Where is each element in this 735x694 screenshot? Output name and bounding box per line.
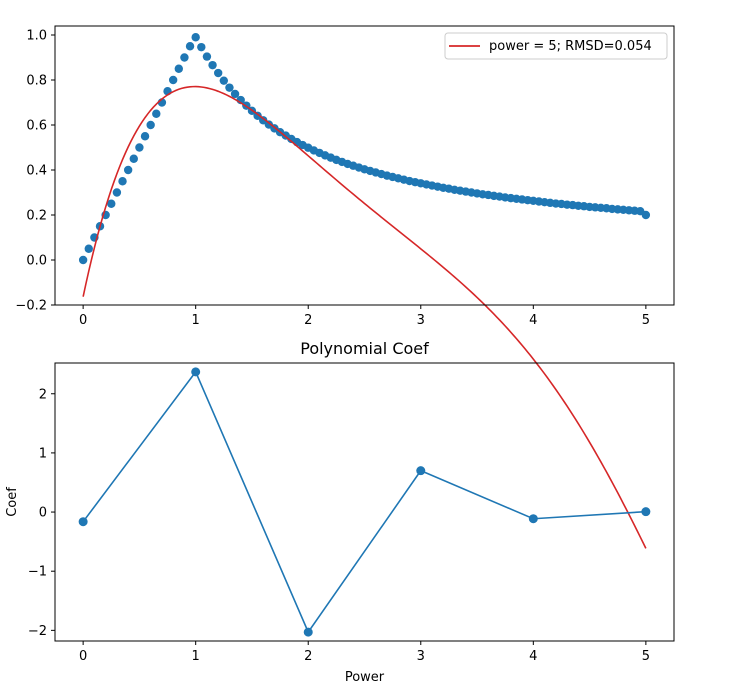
scatter-point: [152, 109, 161, 118]
chart0-ytick-label: 1.0: [26, 29, 47, 44]
chart0-ytick-label: 0.0: [26, 254, 47, 269]
scatter-point: [213, 68, 223, 78]
chart1-ytick-label: −1: [28, 565, 47, 580]
scatter-point: [174, 64, 183, 73]
chart1-xtick-label: 4: [529, 649, 537, 664]
scatter-point: [112, 188, 122, 197]
coef-point: [641, 507, 651, 517]
scatter-point: [641, 210, 651, 220]
chart1-ytick-label: −2: [28, 624, 47, 639]
fit-line: [82, 85, 647, 549]
chart0-xtick-label: 2: [304, 313, 312, 328]
scatter-point: [208, 60, 217, 70]
chart0-ytick-label: 0.6: [26, 119, 47, 134]
chart0-xtick-label: 3: [417, 313, 425, 328]
scatter-point: [140, 132, 150, 141]
scatter-point: [191, 33, 200, 42]
coef-chart-marks: [78, 367, 651, 637]
fit-chart-frame: [54, 25, 675, 306]
coef-series-line: [82, 370, 646, 634]
scatter-point: [202, 52, 212, 61]
scatter-point: [78, 255, 88, 265]
scatter-point: [84, 244, 93, 253]
chart0-xtick-label: 5: [642, 313, 650, 328]
scatter-point: [185, 42, 195, 51]
scatter-point: [180, 53, 189, 62]
scatter-point: [129, 154, 138, 163]
scatter-point: [118, 177, 127, 186]
scatter-point: [146, 120, 155, 130]
chart1-ytick-label: 0: [39, 506, 47, 521]
fit-chart: 0 1 2 3 4 5 −0.2 0.0 0.2 0.4 0.6 0.8 1.0 power = 5; …: [15, 25, 675, 549]
coef-chart-xlabel: Power: [345, 670, 385, 685]
coef-point: [528, 514, 538, 524]
fit-chart-axes: 0 1 2 3 4 5 −0.2 0.0 0.2 0.4 0.6 0.8 1.0: [15, 29, 650, 329]
scatter-point: [230, 89, 240, 99]
chart1-ytick-label: 2: [39, 387, 47, 402]
chart0-ytick-label: 0.8: [26, 74, 47, 89]
chart1-xtick-label: 5: [642, 649, 650, 664]
coef-point: [78, 517, 88, 527]
scatter-point: [225, 83, 234, 92]
chart1-xtick-label: 2: [304, 649, 312, 664]
coef-point: [191, 367, 201, 377]
coef-chart: Polynomial Coef 0 1 2 3 4 5 −2 −1 0 1 2 Power Coef: [5, 339, 675, 685]
scatter-point: [123, 165, 133, 175]
coef-chart-axes: 0 1 2 3 4 5 −2 −1 0 1 2: [28, 387, 650, 664]
chart1-ytick-label: 1: [39, 446, 47, 461]
coef-chart-frame: [54, 362, 675, 642]
chart1-xtick-label: 0: [79, 649, 87, 664]
chart0-ytick-label: 0.4: [26, 164, 47, 179]
scatter-point: [197, 42, 206, 52]
scatter-point: [168, 75, 178, 85]
scatter-point: [107, 199, 116, 208]
coef-point: [303, 627, 313, 637]
chart0-xtick-label: 1: [192, 313, 200, 328]
legend: power = 5; RMSD=0.054: [444, 32, 668, 60]
coef-point: [416, 466, 426, 476]
legend-label-fit: power = 5; RMSD=0.054: [489, 39, 652, 54]
legend-box: [444, 32, 668, 60]
coef-chart-ylabel: Coef: [5, 487, 20, 517]
coef-chart-title: Polynomial Coef: [300, 339, 429, 358]
chart0-xtick-label: 4: [529, 313, 537, 328]
chart1-xtick-label: 3: [417, 649, 425, 664]
scatter-point: [135, 143, 144, 152]
chart0-ytick-label: 0.2: [26, 209, 47, 224]
scatter-point: [219, 76, 229, 85]
chart0-ytick-label: −0.2: [15, 299, 47, 314]
chart0-xtick-label: 0: [79, 313, 87, 328]
chart1-xtick-label: 1: [192, 649, 200, 664]
fit-chart-marks: [78, 33, 651, 549]
